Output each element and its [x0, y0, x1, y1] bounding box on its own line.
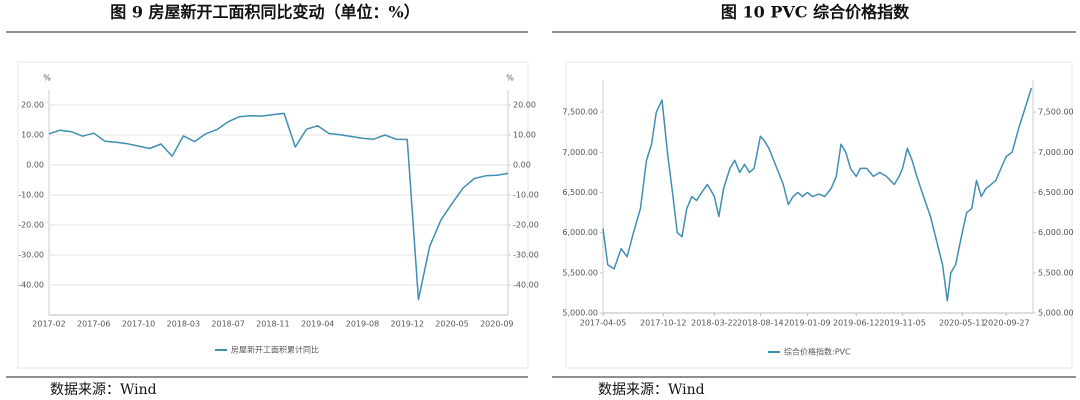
y2-tick-label: 6,500.00	[1038, 188, 1074, 197]
x-tick-label: 2018-11	[256, 320, 289, 329]
x-tick-label: 2017-10-12	[640, 319, 687, 328]
y2-tick-label: -10.00	[513, 191, 539, 200]
x-tick-label: 2019-04	[301, 320, 334, 329]
x-tick-label: 2019-11-05	[879, 319, 926, 328]
y2-tick-label: -20.00	[513, 221, 539, 230]
y-tick-label: -20.00	[18, 221, 44, 230]
chart-title: 图 10 PVC 综合价格指数	[721, 3, 910, 22]
x-tick-label: 2018-07	[211, 320, 244, 329]
data-line	[602, 87, 1033, 302]
data-line	[48, 112, 509, 301]
legend-label: 房屋新开工面积累计同比	[231, 345, 319, 355]
y-tick-label: 5,000.00	[562, 309, 598, 318]
y-tick-label: 7,500.00	[562, 108, 598, 117]
y2-tick-label: 10.00	[513, 131, 536, 140]
x-tick-label: 2017-04-05	[580, 319, 627, 328]
x-tick-label: 2018-08-14	[737, 319, 784, 328]
y-tick-label: 0.00	[26, 161, 44, 170]
x-tick-label: 2017-02	[32, 320, 65, 329]
x-tick-label: 2020-05-11	[939, 319, 986, 328]
y-tick-label: 6,000.00	[562, 228, 598, 237]
y2-tick-label: 7,000.00	[1038, 148, 1074, 157]
x-tick-label: 2018-03	[167, 320, 200, 329]
y2-tick-label: -40.00	[513, 281, 539, 290]
x-tick-label: 2020-09	[480, 320, 513, 329]
y-tick-label: 20.00	[21, 101, 44, 110]
x-tick-label: 2019-12	[391, 320, 424, 329]
x-tick-label: 2019-08	[346, 320, 379, 329]
y-tick-label: 5,500.00	[562, 268, 598, 277]
y-tick-label: 6,500.00	[562, 188, 598, 197]
legend-label: 综合价格指数:PVC	[784, 347, 851, 357]
y-tick-label: -30.00	[18, 251, 44, 260]
x-tick-label: 2019-01-09	[784, 319, 831, 328]
y2-tick-label: 6,000.00	[1038, 228, 1074, 237]
x-tick-label: 2018-03-22	[691, 319, 738, 328]
y2-tick-label: 5,000.00	[1038, 309, 1074, 318]
y-tick-label: -40.00	[18, 281, 44, 290]
x-tick-label: 2017-10	[122, 320, 155, 329]
y2-tick-label: 7,500.00	[1038, 108, 1074, 117]
x-tick-label: 2020-05	[435, 320, 468, 329]
y2-unit: %	[506, 74, 514, 83]
chart-title: 图 9 房屋新开工面积同比变动（单位：%）	[110, 3, 419, 22]
source-note: 数据来源：Wind	[598, 382, 705, 398]
y-unit: %	[43, 74, 51, 83]
y-tick-label: 10.00	[21, 131, 44, 140]
y-tick-label: 7,000.00	[562, 148, 598, 157]
x-tick-label: 2019-06-12	[833, 319, 880, 328]
x-tick-label: 2020-09-27	[983, 319, 1030, 328]
y2-tick-label: 0.00	[513, 161, 531, 170]
chart-frame	[17, 61, 529, 369]
y2-tick-label: 5,500.00	[1038, 268, 1074, 277]
y2-tick-label: -30.00	[513, 251, 539, 260]
source-note: 数据来源：Wind	[50, 382, 157, 398]
y-tick-label: -10.00	[18, 191, 44, 200]
chart-frame	[565, 61, 1073, 369]
y2-tick-label: 20.00	[513, 101, 536, 110]
x-tick-label: 2017-06	[77, 320, 110, 329]
